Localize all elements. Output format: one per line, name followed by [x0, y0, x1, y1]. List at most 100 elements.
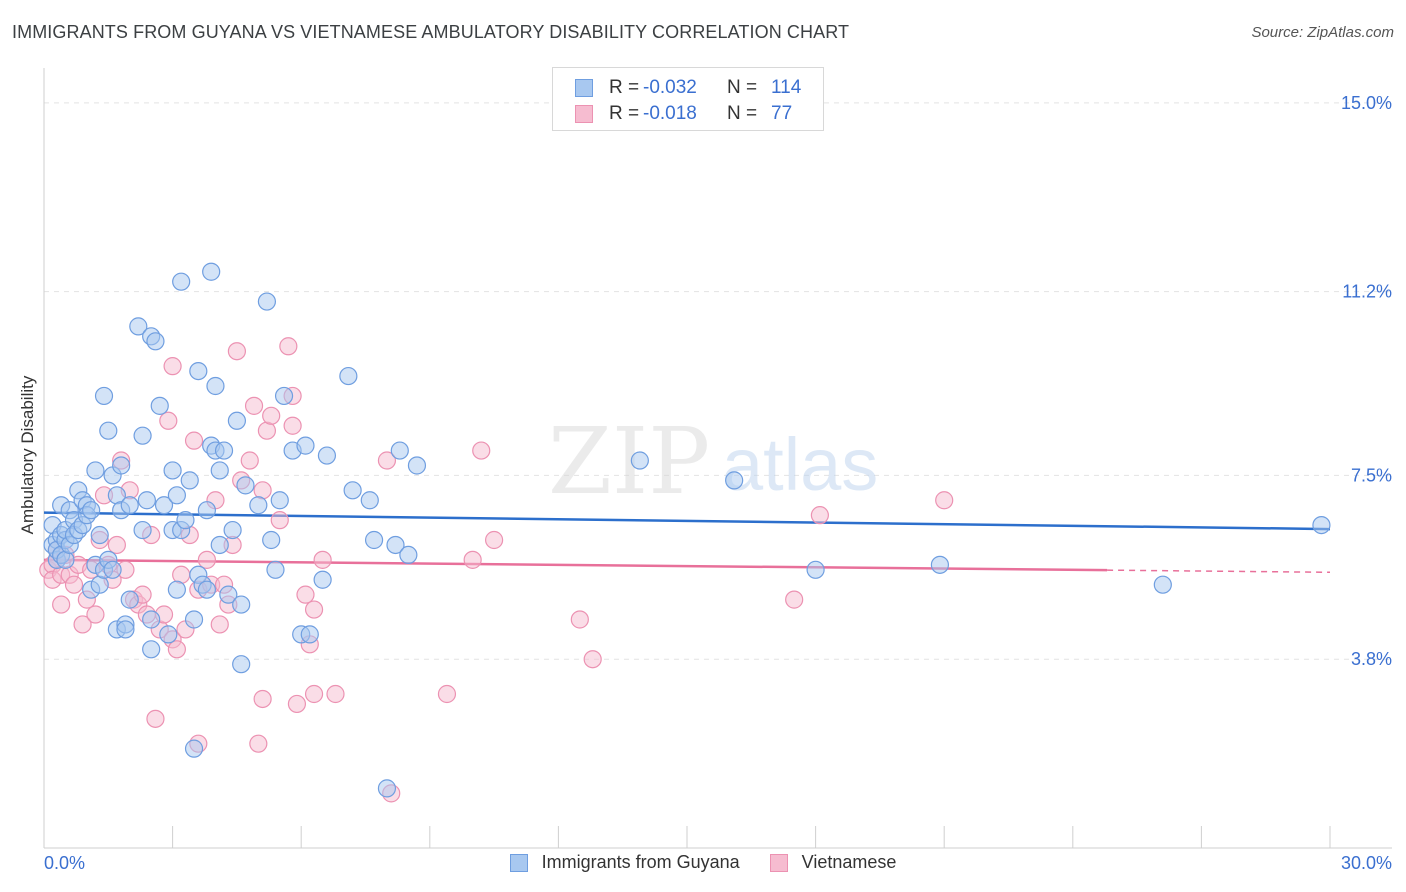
legend-swatch-guyana — [509, 853, 528, 872]
data-point-vietnamese — [313, 550, 332, 569]
legend-row-guyana: R = -0.032 N = 114 — [575, 75, 801, 101]
data-point-vietnamese — [270, 511, 289, 530]
data-point-guyana — [386, 535, 405, 555]
data-point-vietnamese — [107, 535, 126, 555]
data-point-vietnamese — [240, 451, 259, 470]
data-point-guyana — [120, 496, 139, 515]
data-point-guyana — [360, 491, 379, 510]
data-point-guyana — [112, 456, 131, 475]
data-point-vietnamese — [304, 600, 324, 619]
data-point-guyana — [399, 545, 418, 565]
data-point-guyana — [232, 595, 251, 614]
axes — [43, 68, 1392, 849]
data-point-guyana — [339, 366, 358, 386]
legend-item-guyana[interactable]: Immigrants from Guyana — [509, 852, 740, 873]
data-point-vietnamese — [184, 431, 204, 450]
data-point-vietnamese — [296, 585, 315, 604]
legend-swatch-guyana — [575, 79, 593, 97]
watermark-zip: ZIP — [548, 408, 710, 515]
legend-swatch-vietnamese — [575, 105, 593, 123]
legend-r-value: -0.018 — [643, 103, 697, 124]
data-point-guyana — [630, 451, 649, 470]
legend-item-vietnamese[interactable]: Vietnamese — [769, 852, 897, 873]
data-point-guyana — [317, 446, 337, 465]
legend-label-vietnamese: Vietnamese — [801, 852, 897, 872]
data-point-vietnamese — [437, 684, 457, 704]
data-point-vietnamese — [377, 451, 397, 470]
data-point-guyana — [300, 625, 319, 644]
gridlines — [44, 102, 1392, 660]
data-point-guyana — [189, 361, 208, 381]
data-point-guyana — [219, 585, 238, 604]
data-point-vietnamese — [249, 734, 268, 753]
data-point-vietnamese — [583, 650, 602, 669]
data-point-guyana — [167, 486, 186, 505]
data-point-vietnamese — [463, 550, 482, 569]
data-point-guyana — [90, 525, 109, 545]
legend-row-vietnamese: R = -0.018 N = 77 — [575, 101, 792, 127]
data-point-vietnamese — [64, 575, 84, 594]
data-point-guyana — [184, 739, 204, 758]
data-point-guyana — [99, 421, 118, 440]
data-point-guyana — [202, 262, 221, 281]
data-point-guyana — [364, 530, 384, 550]
legend-label-guyana: Immigrants from Guyana — [541, 852, 740, 872]
data-point-vietnamese — [785, 590, 804, 609]
data-point-guyana — [82, 501, 101, 520]
legend-n-label: N = — [727, 77, 758, 98]
data-point-guyana — [725, 471, 744, 490]
data-point-guyana — [806, 560, 825, 579]
data-point-guyana — [146, 332, 165, 351]
data-point-vietnamese — [159, 411, 178, 430]
data-point-vietnamese — [244, 396, 264, 415]
x-tick-label-end: 30.0% — [1341, 853, 1392, 873]
data-point-vietnamese — [197, 550, 216, 569]
data-point-guyana — [274, 386, 294, 406]
data-point-guyana — [142, 640, 161, 659]
data-point-vietnamese — [86, 605, 105, 624]
data-point-guyana — [56, 550, 75, 569]
data-point-guyana — [249, 496, 268, 515]
data-point-guyana — [142, 610, 161, 629]
data-point-vietnamese — [210, 615, 229, 634]
data-point-vietnamese — [935, 491, 954, 510]
data-point-guyana — [150, 396, 169, 415]
legend-n-label: N = — [727, 103, 758, 124]
data-point-guyana — [210, 461, 229, 480]
legend-r-label: R = — [609, 77, 640, 98]
data-point-vietnamese — [253, 689, 272, 709]
data-point-vietnamese — [810, 506, 829, 525]
data-point-vietnamese — [570, 610, 589, 629]
x-tick-label-start: 0.0% — [44, 853, 85, 873]
data-point-guyana — [210, 535, 229, 555]
data-point-vietnamese — [262, 406, 281, 425]
data-point-guyana — [163, 461, 182, 480]
data-point-guyana — [1312, 515, 1331, 535]
data-point-guyana — [313, 570, 332, 589]
chart-title: IMMIGRANTS FROM GUYANA VS VIETNAMESE AMB… — [12, 22, 850, 42]
y-tick-label: 3.8% — [1351, 649, 1392, 669]
tick-labels: 3.8% 7.5% 11.2% 15.0% 0.0% 30.0% — [44, 93, 1392, 873]
legend-r-label: R = — [609, 103, 640, 124]
data-point-guyana — [154, 496, 174, 515]
data-point-vietnamese — [73, 615, 92, 634]
data-point-guyana — [206, 376, 225, 396]
legend-n-value: 77 — [771, 103, 793, 124]
y-axis-label: Ambulatory Disability — [18, 375, 37, 535]
data-point-vietnamese — [485, 530, 504, 550]
data-point-vietnamese — [163, 357, 182, 376]
trend-line-guyana — [43, 511, 1331, 531]
data-point-vietnamese — [257, 421, 277, 440]
data-point-guyana — [94, 386, 114, 406]
data-point-guyana — [296, 436, 315, 455]
data-point-guyana — [159, 625, 178, 644]
data-point-guyana — [197, 580, 216, 599]
data-point-guyana — [103, 560, 122, 579]
y-tick-label: 7.5% — [1351, 465, 1392, 485]
data-point-vietnamese — [304, 684, 324, 704]
data-point-guyana — [343, 481, 362, 500]
trend-line-dashed-vietnamese — [1107, 569, 1331, 574]
data-point-vietnamese — [253, 481, 272, 500]
data-point-vietnamese — [146, 709, 165, 728]
